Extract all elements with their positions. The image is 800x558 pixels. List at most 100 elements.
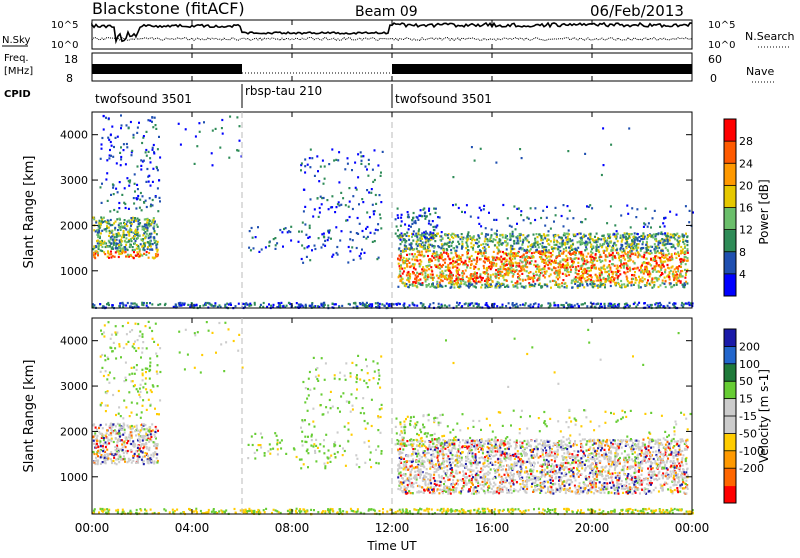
heatmap-cell xyxy=(610,511,612,513)
heatmap-cell xyxy=(652,236,654,238)
heatmap-cell xyxy=(230,304,232,306)
heatmap-cell xyxy=(120,127,122,129)
heatmap-cell xyxy=(140,243,142,245)
heatmap-cell xyxy=(456,283,458,285)
heatmap-cell xyxy=(120,146,122,148)
heatmap-cell xyxy=(469,279,471,281)
heatmap-cell xyxy=(551,509,553,511)
heatmap-cell xyxy=(659,242,661,244)
heatmap-cell xyxy=(475,279,477,281)
heatmap-cell xyxy=(416,241,418,243)
heatmap-cell xyxy=(416,248,418,250)
heatmap-cell xyxy=(590,259,592,261)
heatmap-cell xyxy=(471,283,473,285)
heatmap-cell xyxy=(539,256,541,258)
heatmap-cell xyxy=(123,452,125,454)
heatmap-cell xyxy=(523,250,525,252)
heatmap-cell xyxy=(113,193,115,195)
heatmap-cell xyxy=(121,443,123,445)
heatmap-cell xyxy=(530,222,532,224)
heatmap-cell xyxy=(567,271,569,273)
heatmap-cell xyxy=(424,218,426,220)
heatmap-cell xyxy=(158,179,160,181)
heatmap-cell xyxy=(132,246,134,248)
heatmap-cell xyxy=(650,226,652,228)
heatmap-cell xyxy=(109,245,111,247)
heatmap-cell xyxy=(526,270,528,272)
heatmap-cell xyxy=(450,234,452,236)
heatmap-cell xyxy=(541,268,543,270)
heatmap-cell xyxy=(103,439,105,441)
power-heatmap-cells xyxy=(92,114,694,309)
heatmap-cell xyxy=(462,275,464,277)
heatmap-cell xyxy=(437,509,439,511)
heatmap-cell xyxy=(522,261,524,263)
heatmap-cell xyxy=(629,257,631,259)
heatmap-cell xyxy=(444,262,446,264)
heatmap-cell xyxy=(145,224,147,226)
heatmap-cell xyxy=(142,234,144,236)
heatmap-cell xyxy=(117,251,119,253)
heatmap-cell xyxy=(118,256,120,258)
heatmap-cell xyxy=(517,240,519,242)
heatmap-cell xyxy=(125,304,127,306)
heatmap-cell xyxy=(458,304,460,306)
heatmap-cell xyxy=(566,259,568,261)
heatmap-cell xyxy=(133,134,135,136)
heatmap-cell xyxy=(563,251,565,253)
heatmap-cell xyxy=(426,269,428,271)
heatmap-cell xyxy=(130,238,132,240)
heatmap-cell xyxy=(412,217,414,219)
heatmap-cell xyxy=(106,227,108,229)
heatmap-cell xyxy=(156,166,158,168)
heatmap-cell xyxy=(594,510,596,512)
heatmap-cell xyxy=(613,233,615,235)
heatmap-cell xyxy=(636,208,638,210)
heatmap-cell xyxy=(661,238,663,240)
heatmap-cell xyxy=(141,459,143,461)
heatmap-cell xyxy=(634,282,636,284)
heatmap-cell xyxy=(436,233,438,235)
heatmap-cell xyxy=(94,432,96,434)
heatmap-cell xyxy=(400,225,402,227)
heatmap-cell xyxy=(683,235,685,237)
heatmap-cell xyxy=(212,164,214,166)
heatmap-cell xyxy=(435,259,437,261)
heatmap-cell xyxy=(670,508,672,510)
heatmap-cell xyxy=(632,509,634,511)
heatmap-cell xyxy=(671,253,673,255)
heatmap-cell xyxy=(675,271,677,273)
heatmap-cell xyxy=(352,239,354,241)
heatmap-cell xyxy=(347,157,349,159)
heatmap-cell xyxy=(143,253,145,255)
heatmap-cell xyxy=(587,267,589,269)
heatmap-cell xyxy=(439,284,441,286)
heatmap-cell xyxy=(485,233,487,235)
heatmap-cell xyxy=(536,268,538,270)
heatmap-cell xyxy=(488,246,490,248)
heatmap-cell xyxy=(125,450,127,452)
heatmap-cell xyxy=(567,150,569,152)
heatmap-cell xyxy=(154,434,156,436)
heatmap-cell xyxy=(544,276,546,278)
heatmap-cell xyxy=(417,219,419,221)
heatmap-cell xyxy=(158,136,160,138)
heatmap-cell xyxy=(549,261,551,263)
heatmap-cell xyxy=(379,194,381,196)
heatmap-cell xyxy=(683,259,685,261)
heatmap-cell xyxy=(653,510,655,512)
heatmap-cell xyxy=(570,306,572,308)
heatmap-cell xyxy=(142,248,144,250)
heatmap-cell xyxy=(441,256,443,258)
heatmap-cell xyxy=(129,439,131,441)
heatmap-cell xyxy=(538,233,540,235)
heatmap-cell xyxy=(236,116,238,118)
heatmap-cell xyxy=(221,119,223,121)
heatmap-cell xyxy=(542,242,544,244)
heatmap-cell xyxy=(116,234,118,236)
heatmap-cell xyxy=(96,250,98,252)
heatmap-cell xyxy=(400,257,402,259)
heatmap-cell xyxy=(447,510,449,512)
heatmap-cell xyxy=(110,253,112,255)
heatmap-cell xyxy=(130,254,132,256)
